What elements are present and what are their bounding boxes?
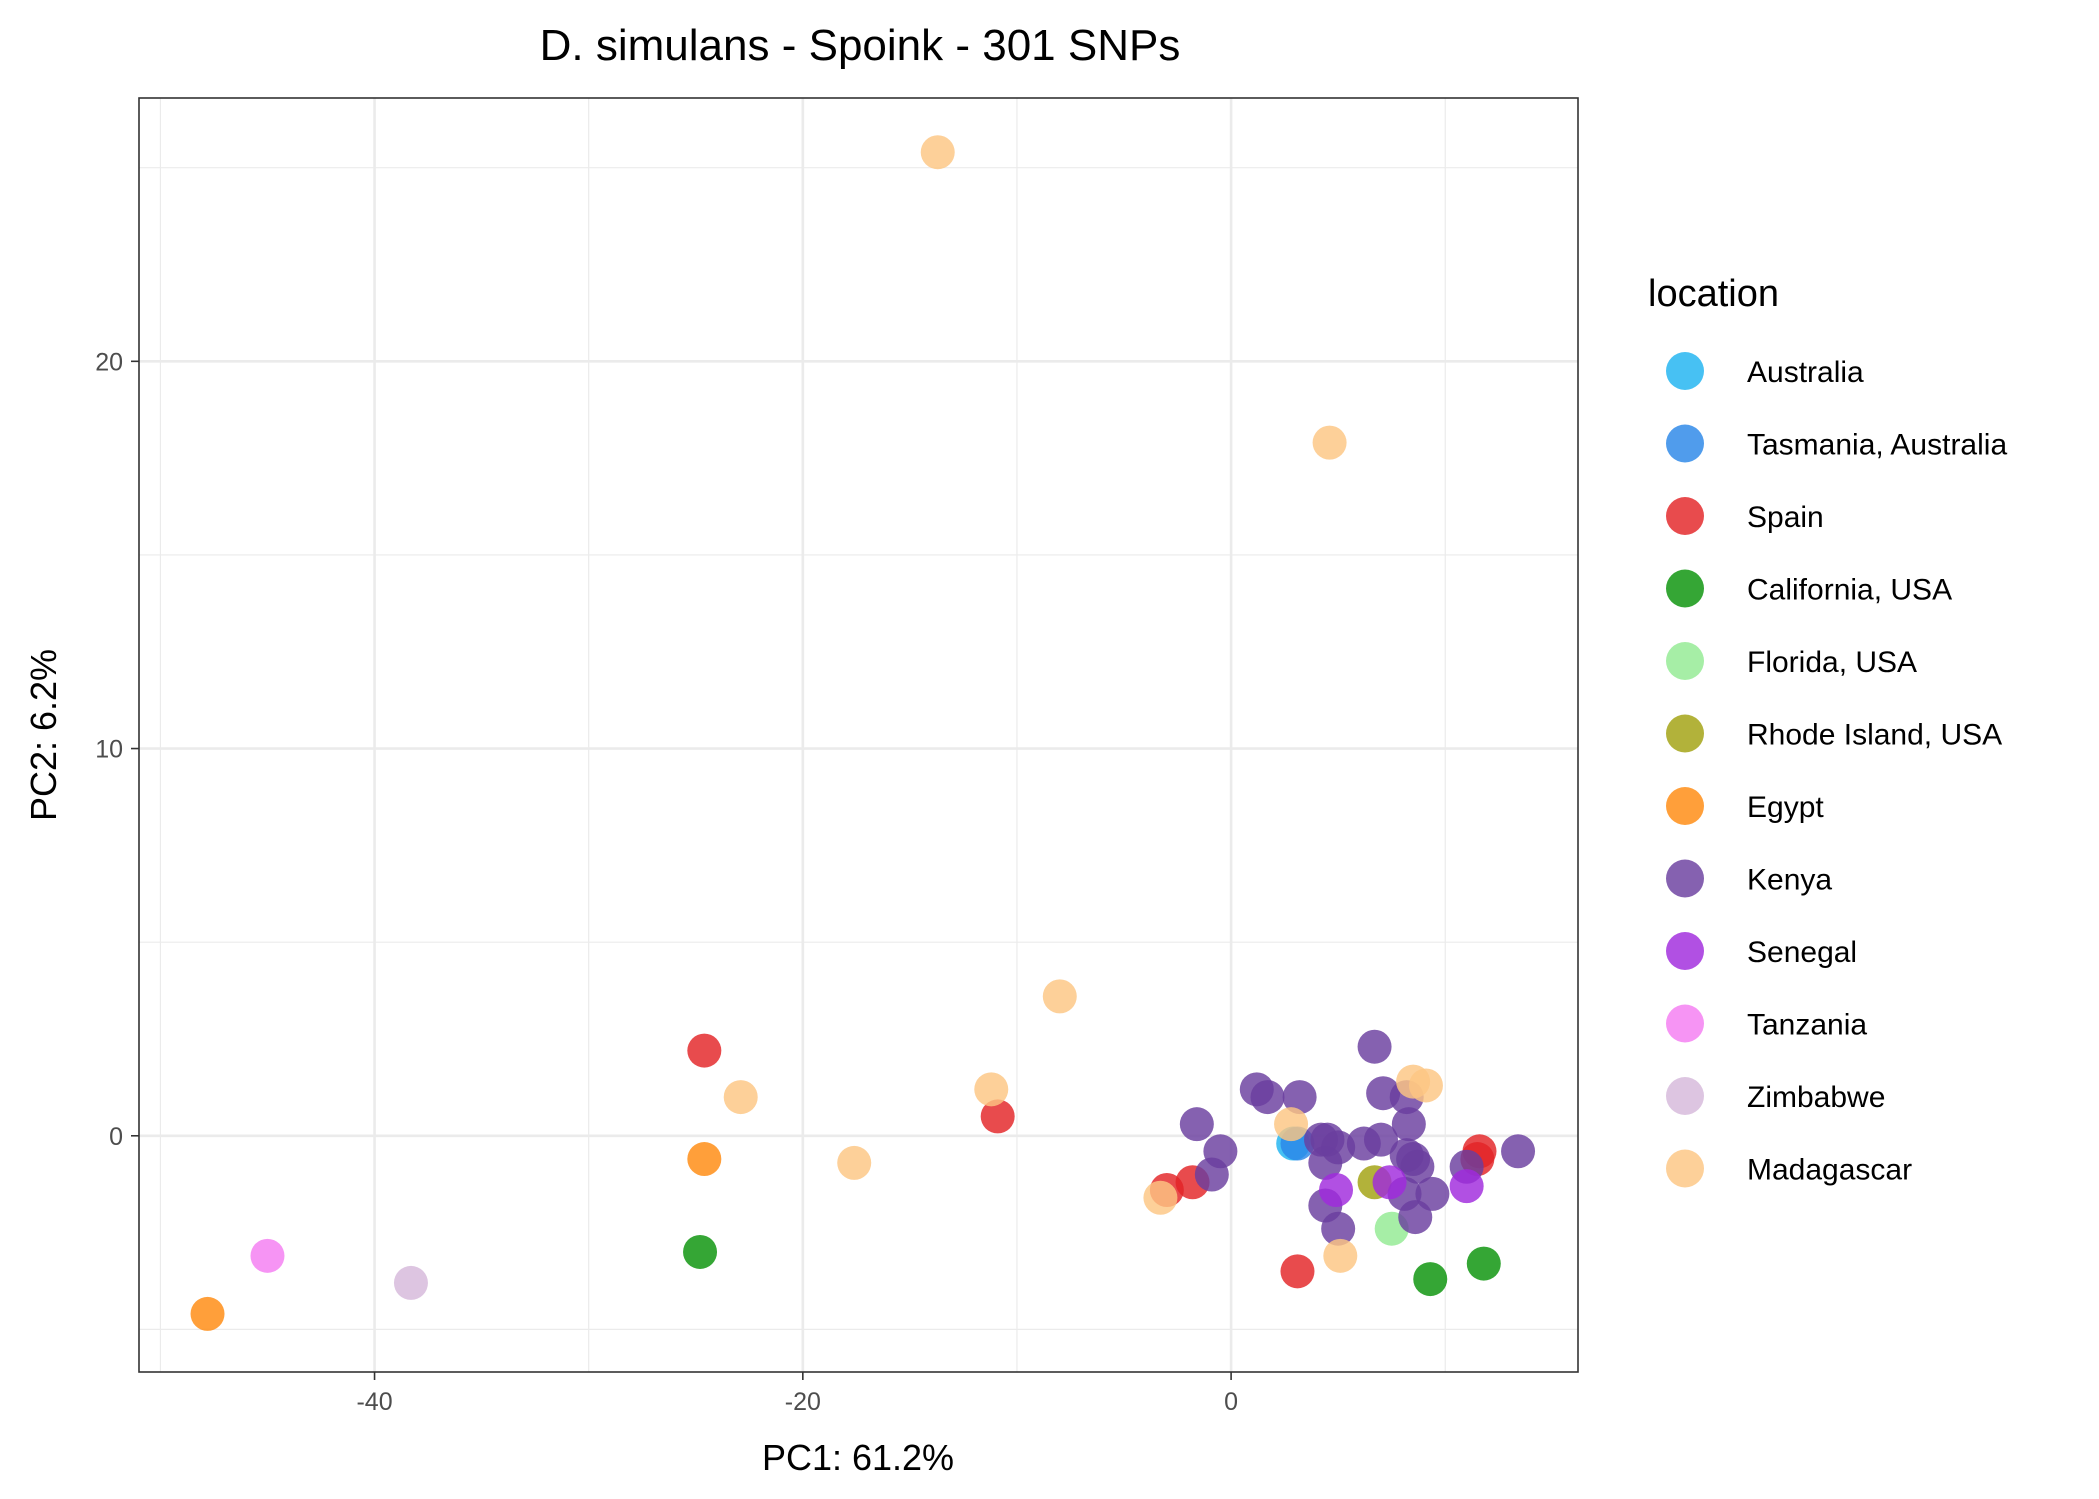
legend-key [1666,932,1704,970]
legend-label: Tanzania [1747,1009,1867,1042]
data-point [1408,1068,1443,1103]
data-point [1400,1149,1435,1184]
y-tick-label: 20 [95,348,123,376]
data-point [687,1142,722,1177]
data-point [687,1033,722,1068]
legend-label: Madagascar [1747,1154,1912,1187]
legend-key [1666,642,1704,680]
data-point [1372,1165,1407,1200]
data-point [1282,1080,1317,1115]
data-point [920,135,955,170]
legend-label: Egypt [1747,791,1824,824]
data-point [1391,1107,1426,1142]
legend-key [1666,859,1704,898]
legend-label: Spain [1747,501,1824,534]
legend-label: Tasmania, Australia [1747,429,2007,462]
legend-label: Australia [1747,356,1864,389]
data-point [1274,1107,1309,1142]
legend-key [1666,1077,1704,1115]
data-points [190,135,1536,1331]
data-point [1179,1107,1214,1142]
data-point [1280,1254,1315,1289]
legend-label: Senegal [1747,936,1857,969]
data-point [980,1099,1015,1134]
data-point [1321,1130,1356,1165]
data-point [1398,1200,1433,1235]
legend-key [1666,1149,1704,1188]
plot-border [138,97,1579,1373]
axes: -40 -20 0 0 10 20 [95,348,1238,1416]
legend-key [1666,787,1704,825]
plot-title: D. simulans - Spoink - 301 SNPs [540,21,1181,70]
data-point [190,1296,225,1331]
data-point [1449,1169,1484,1204]
data-point [837,1145,872,1180]
data-point [723,1080,758,1115]
legend-label: Zimbabwe [1747,1081,1885,1114]
x-tick-label: -20 [785,1388,821,1416]
x-tick-label: 0 [1224,1388,1238,1416]
data-point [1319,1173,1354,1207]
x-tick-label: -40 [356,1388,392,1416]
data-point [1413,1262,1448,1297]
legend-title: location [1648,273,1779,315]
data-point [1042,979,1077,1014]
legend-key [1666,1004,1704,1043]
data-point [1323,1238,1358,1273]
legend: Australia Tasmania, Australia Spain Califor… [1666,352,2007,1188]
data-point [1415,1176,1450,1211]
legend-key [1666,424,1704,463]
legend-key [1666,714,1704,753]
data-point [683,1234,718,1269]
data-point [1501,1134,1536,1169]
data-point [1363,1122,1398,1157]
data-point [250,1238,285,1273]
data-point [1357,1029,1392,1064]
data-point [393,1265,428,1300]
legend-key [1666,497,1704,535]
legend-label: Rhode Island, USA [1747,719,2002,752]
legend-label: Florida, USA [1747,646,1917,679]
data-point [1143,1180,1178,1215]
legend-key [1666,352,1704,390]
data-point [1250,1080,1285,1115]
y-tick-label: 0 [109,1123,123,1151]
data-point [974,1072,1009,1107]
data-point [1466,1246,1501,1281]
data-point [1194,1157,1229,1192]
legend-label: Kenya [1747,864,1832,897]
x-axis-title: PC1: 61.2% [762,1437,954,1478]
legend-label: California, USA [1747,574,1952,607]
legend-key [1666,569,1704,608]
y-tick-label: 10 [95,736,123,764]
y-axis-title: PC2: 6.2% [23,649,64,821]
data-point [1312,425,1347,460]
data-point [1321,1211,1356,1246]
